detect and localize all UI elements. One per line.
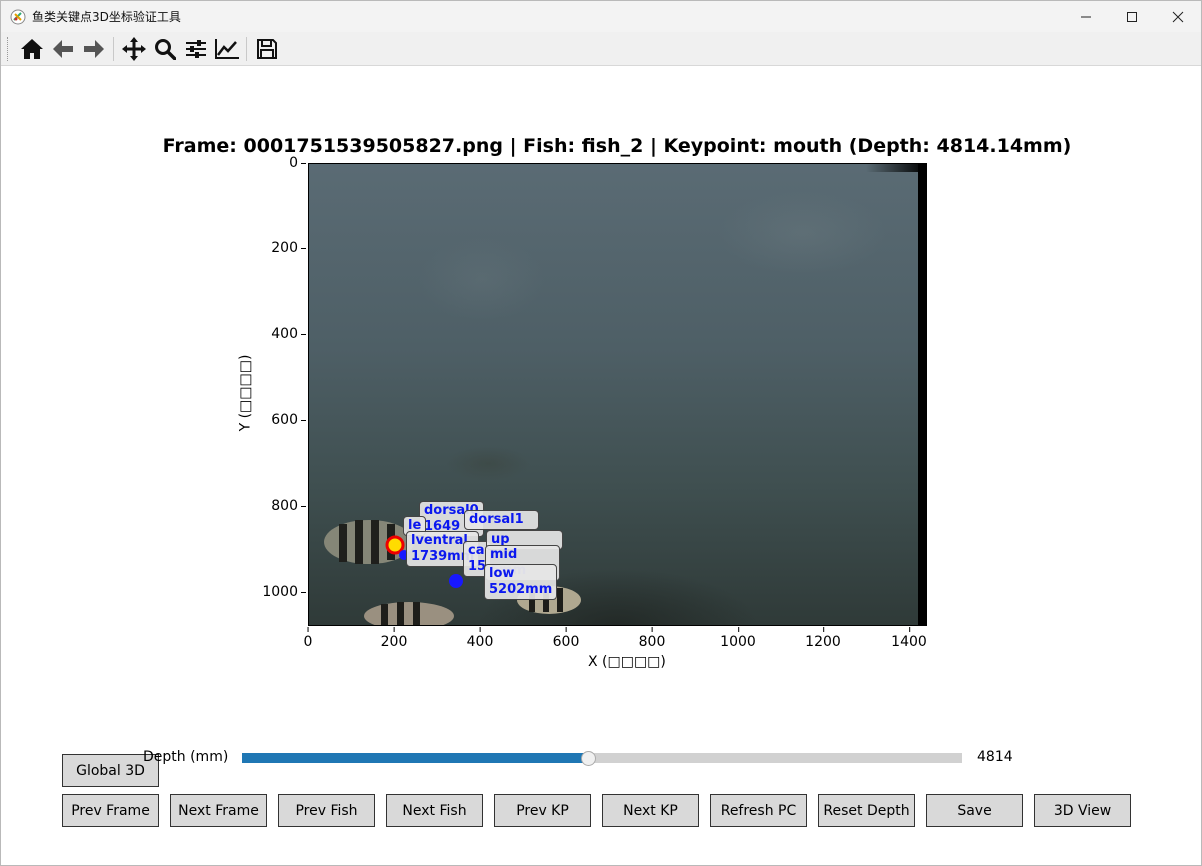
prev-kp-button[interactable]: Prev KP <box>494 794 591 827</box>
x-tick-label: 800 <box>638 627 666 650</box>
x-tick-label: 1200 <box>805 627 841 650</box>
next-kp-button[interactable]: Next KP <box>602 794 699 827</box>
minimize-button[interactable] <box>1063 1 1109 32</box>
selected-keypoint-marker <box>385 535 405 555</box>
keypoint-label: dorsal1 <box>464 510 539 530</box>
back-icon <box>52 39 73 58</box>
x-tick-label: 1000 <box>720 627 756 650</box>
zoom-button[interactable] <box>149 34 180 64</box>
y-tick-label: 600 <box>238 412 306 428</box>
close-button[interactable] <box>1155 1 1201 32</box>
x-axis-label: X (□□□□) <box>588 654 666 670</box>
fish-2 <box>364 602 454 625</box>
window-controls <box>1063 1 1201 32</box>
navigation-toolbar <box>1 32 1201 66</box>
forward-icon <box>83 39 104 58</box>
save-figure-icon <box>256 38 277 59</box>
save-button[interactable]: Save <box>926 794 1023 827</box>
prev-frame-button[interactable]: Prev Frame <box>62 794 159 827</box>
prev-fish-button[interactable]: Prev Fish <box>278 794 375 827</box>
3d-view-button[interactable]: 3D View <box>1034 794 1131 827</box>
home-icon <box>20 38 43 59</box>
app-icon <box>10 9 26 24</box>
depth-slider-fill <box>242 753 588 763</box>
zoom-icon <box>154 38 176 60</box>
configure-subplots-icon <box>185 39 206 58</box>
y-axis-ticks: 0 200 400 600 800 1000 <box>238 155 306 626</box>
refresh-pc-button[interactable]: Refresh PC <box>710 794 807 827</box>
reset-depth-button[interactable]: Reset Depth <box>818 794 915 827</box>
back-button[interactable] <box>47 34 78 64</box>
toolbar-separator <box>113 36 114 61</box>
window-title: 鱼类关键点3D坐标验证工具 <box>32 10 181 24</box>
y-tick-label: 400 <box>238 326 306 342</box>
keypoint-marker[interactable] <box>449 574 463 588</box>
home-button[interactable] <box>16 34 47 64</box>
image-border <box>918 164 926 625</box>
title-bar: 鱼类关键点3D坐标验证工具 <box>1 1 1201 32</box>
toolbar-grip <box>7 36 10 61</box>
pan-icon <box>121 36 146 61</box>
image-border <box>866 164 926 172</box>
next-fish-button[interactable]: Next Fish <box>386 794 483 827</box>
edit-axis-icon <box>214 38 239 59</box>
toolbar-separator <box>246 36 247 61</box>
next-frame-button[interactable]: Next Frame <box>170 794 267 827</box>
maximize-icon <box>1127 11 1137 22</box>
save-figure-button[interactable] <box>251 34 282 64</box>
x-tick-label: 600 <box>552 627 580 650</box>
minimize-icon <box>1081 16 1091 17</box>
y-tick-label: 200 <box>238 240 306 256</box>
configure-subplots-button[interactable] <box>180 34 211 64</box>
x-tick-label: 1400 <box>891 627 927 650</box>
depth-slider-handle[interactable] <box>580 751 596 766</box>
image-axes[interactable]: dorsal0 1649 le lventral 1739mm dorsal1 ca… <box>308 163 927 626</box>
depth-slider-label: Depth (mm) <box>143 749 229 765</box>
forward-button[interactable] <box>78 34 109 64</box>
y-tick-label: 800 <box>238 498 306 514</box>
x-tick-label: 400 <box>466 627 494 650</box>
global-3d-button[interactable]: Global 3D <box>62 754 159 787</box>
close-icon <box>1172 11 1184 22</box>
figure-title: Frame: 0001751539505827.png | Fish: fish… <box>162 135 1072 157</box>
y-tick-label: 0 <box>238 155 306 171</box>
x-axis-ticks: 0 200 400 600 800 1000 1200 1400 <box>304 627 927 654</box>
keypoint-label: low 5202mm <box>484 564 558 600</box>
depth-slider[interactable] <box>242 751 962 766</box>
x-tick-label: 200 <box>380 627 408 650</box>
keypoint-marker[interactable] <box>399 550 409 560</box>
x-tick-label: 0 <box>303 627 313 650</box>
depth-slider-value: 4814 <box>977 749 1013 765</box>
pan-button[interactable] <box>118 34 149 64</box>
edit-axis-button[interactable] <box>211 34 242 64</box>
maximize-button[interactable] <box>1109 1 1155 32</box>
y-tick-label: 1000 <box>238 584 306 600</box>
